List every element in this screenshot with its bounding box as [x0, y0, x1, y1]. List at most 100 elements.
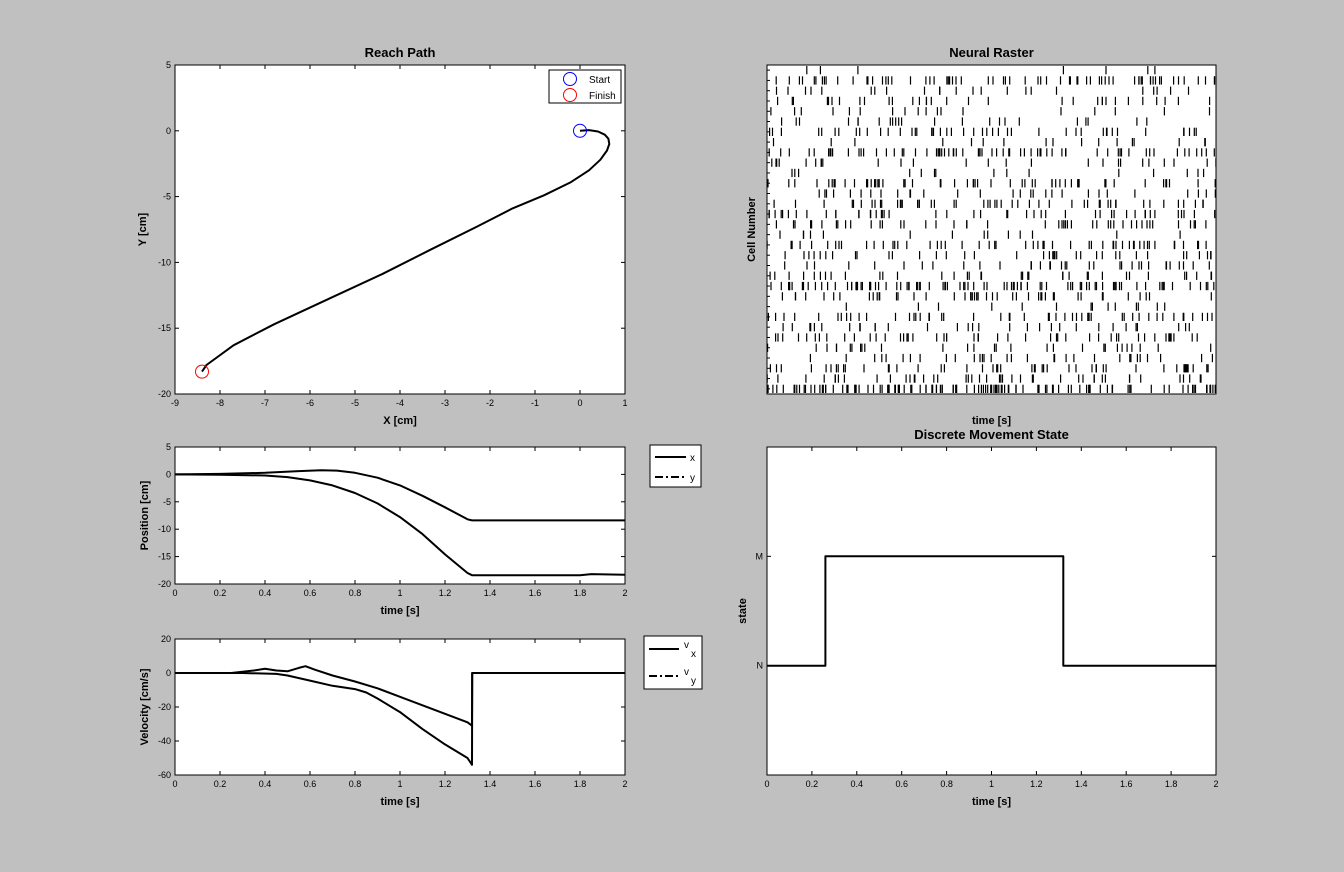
position-xtick-label: 1.8: [574, 588, 587, 598]
velocity-series-vx-line: [175, 665, 625, 727]
state-xtick-label: 1.2: [1030, 779, 1043, 789]
position-ylabel: Position [cm]: [139, 480, 151, 550]
position-ytick-label: 5: [166, 442, 171, 452]
position-xtick-label: 0.8: [349, 588, 362, 598]
state-xtick-label: 1: [989, 779, 994, 789]
reach-ytick-label: -15: [158, 323, 171, 333]
reach-plot-area: [174, 64, 626, 395]
state-xtick-label: 0.4: [851, 779, 864, 789]
velocity-legend-vy-subscript: y: [691, 676, 696, 687]
reach-xtick-label: 1: [622, 398, 627, 408]
position-legend-y-label: y: [690, 473, 695, 484]
state-ytick-label: M: [756, 551, 764, 561]
position-ytick-label: -20: [158, 579, 171, 589]
velocity-xtick-label: 0.2: [214, 779, 227, 789]
state-xtick-label: 0.8: [940, 779, 953, 789]
velocity-xtick-label: 1: [397, 779, 402, 789]
state-title: Discrete Movement State: [914, 427, 1069, 442]
velocity-xtick-label: 0.4: [259, 779, 272, 789]
velocity-xlabel: time [s]: [380, 796, 419, 808]
reach-xtick-label: -6: [306, 398, 314, 408]
reach-xtick-label: -2: [486, 398, 494, 408]
reach-finish-marker: [195, 364, 209, 379]
reach-legend-finish-label: Finish: [589, 91, 616, 102]
position-xtick-label: 0: [172, 588, 177, 598]
reach-xtick-label: -9: [171, 398, 179, 408]
reach-title: Reach Path: [365, 45, 436, 60]
reach-xtick-label: -1: [531, 398, 539, 408]
velocity-ytick-label: 0: [166, 668, 171, 678]
velocity-ytick-label: -40: [158, 736, 171, 746]
reach-legend-start-label: Start: [589, 75, 610, 86]
position-xtick-label: 2: [622, 588, 627, 598]
state-series-0-line: [767, 555, 1216, 667]
velocity-ytick-label: -20: [158, 702, 171, 712]
position-xlabel: time [s]: [380, 605, 419, 617]
position-xtick-label: 0.4: [259, 588, 272, 598]
velocity-legend-vx-subscript: x: [691, 649, 696, 660]
state-xtick-label: 0.2: [806, 779, 819, 789]
velocity-xtick-label: 0.8: [349, 779, 362, 789]
raster-ylabel: Cell Number: [746, 196, 758, 262]
position-xtick-label: 0.2: [214, 588, 227, 598]
raster-title: Neural Raster: [949, 45, 1034, 60]
velocity-xtick-label: 1.6: [529, 779, 542, 789]
reach-legend-finish-marker: [563, 88, 577, 102]
position-legend-x-label: x: [690, 453, 695, 464]
position-xtick-label: 0.6: [304, 588, 317, 598]
reach-ylabel: Y [cm]: [137, 212, 149, 246]
state-xtick-label: 0.6: [895, 779, 908, 789]
reach-ytick-label: -20: [158, 389, 171, 399]
velocity-xtick-label: 1.2: [439, 779, 452, 789]
reach-start-marker: [573, 123, 587, 138]
state-xtick-label: 1.8: [1165, 779, 1178, 789]
velocity-legend-vx-label: v: [684, 640, 689, 651]
position-legend-box: [649, 444, 702, 488]
velocity-ytick-label: -60: [158, 770, 171, 780]
reach-legend-start-marker: [563, 72, 577, 86]
velocity-xtick-label: 0.6: [304, 779, 317, 789]
position-ytick-label: -10: [158, 524, 171, 534]
raster-xlabel: time [s]: [972, 415, 1011, 427]
velocity-xtick-label: 2: [622, 779, 627, 789]
state-xtick-label: 1.4: [1075, 779, 1088, 789]
position-xtick-label: 1.4: [484, 588, 497, 598]
reach-xtick-label: -4: [396, 398, 404, 408]
state-plot-area: [766, 446, 1217, 776]
reach-xlabel: X [cm]: [383, 415, 417, 427]
state-xtick-label: 0: [764, 779, 769, 789]
reach-ytick-label: -10: [158, 257, 171, 267]
reach-legend-box: [548, 69, 622, 104]
raster-plot-area: [766, 64, 1217, 395]
position-series-x-line: [174, 469, 625, 522]
velocity-legend-box: [643, 635, 703, 690]
state-ytick-label: N: [757, 661, 764, 671]
position-plot-area: [174, 446, 626, 585]
velocity-legend-vy-label: v: [684, 667, 689, 678]
reach-xtick-label: 0: [577, 398, 582, 408]
reach-series-0-line: [201, 129, 611, 373]
reach-xtick-label: -5: [351, 398, 359, 408]
position-ytick-label: -5: [163, 497, 171, 507]
velocity-xtick-label: 0: [172, 779, 177, 789]
velocity-series-vy-line: [175, 672, 625, 766]
velocity-xtick-label: 1.4: [484, 779, 497, 789]
position-xtick-label: 1: [397, 588, 402, 598]
velocity-plot-area: [174, 638, 626, 776]
reach-ytick-label: 0: [166, 126, 171, 136]
reach-xtick-label: -3: [441, 398, 449, 408]
position-ytick-label: 0: [166, 469, 171, 479]
reach-ytick-label: -5: [163, 192, 171, 202]
state-ylabel: state: [737, 598, 749, 624]
state-xtick-label: 1.6: [1120, 779, 1133, 789]
state-xtick-label: 2: [1213, 779, 1218, 789]
position-xtick-label: 1.2: [439, 588, 452, 598]
reach-xtick-label: -7: [261, 398, 269, 408]
position-xtick-label: 1.6: [529, 588, 542, 598]
velocity-ylabel: Velocity [cm/s]: [139, 668, 151, 745]
position-series-y-line: [174, 473, 626, 577]
velocity-xtick-label: 1.8: [574, 779, 587, 789]
reach-xtick-label: -8: [216, 398, 224, 408]
position-ytick-label: -15: [158, 552, 171, 562]
